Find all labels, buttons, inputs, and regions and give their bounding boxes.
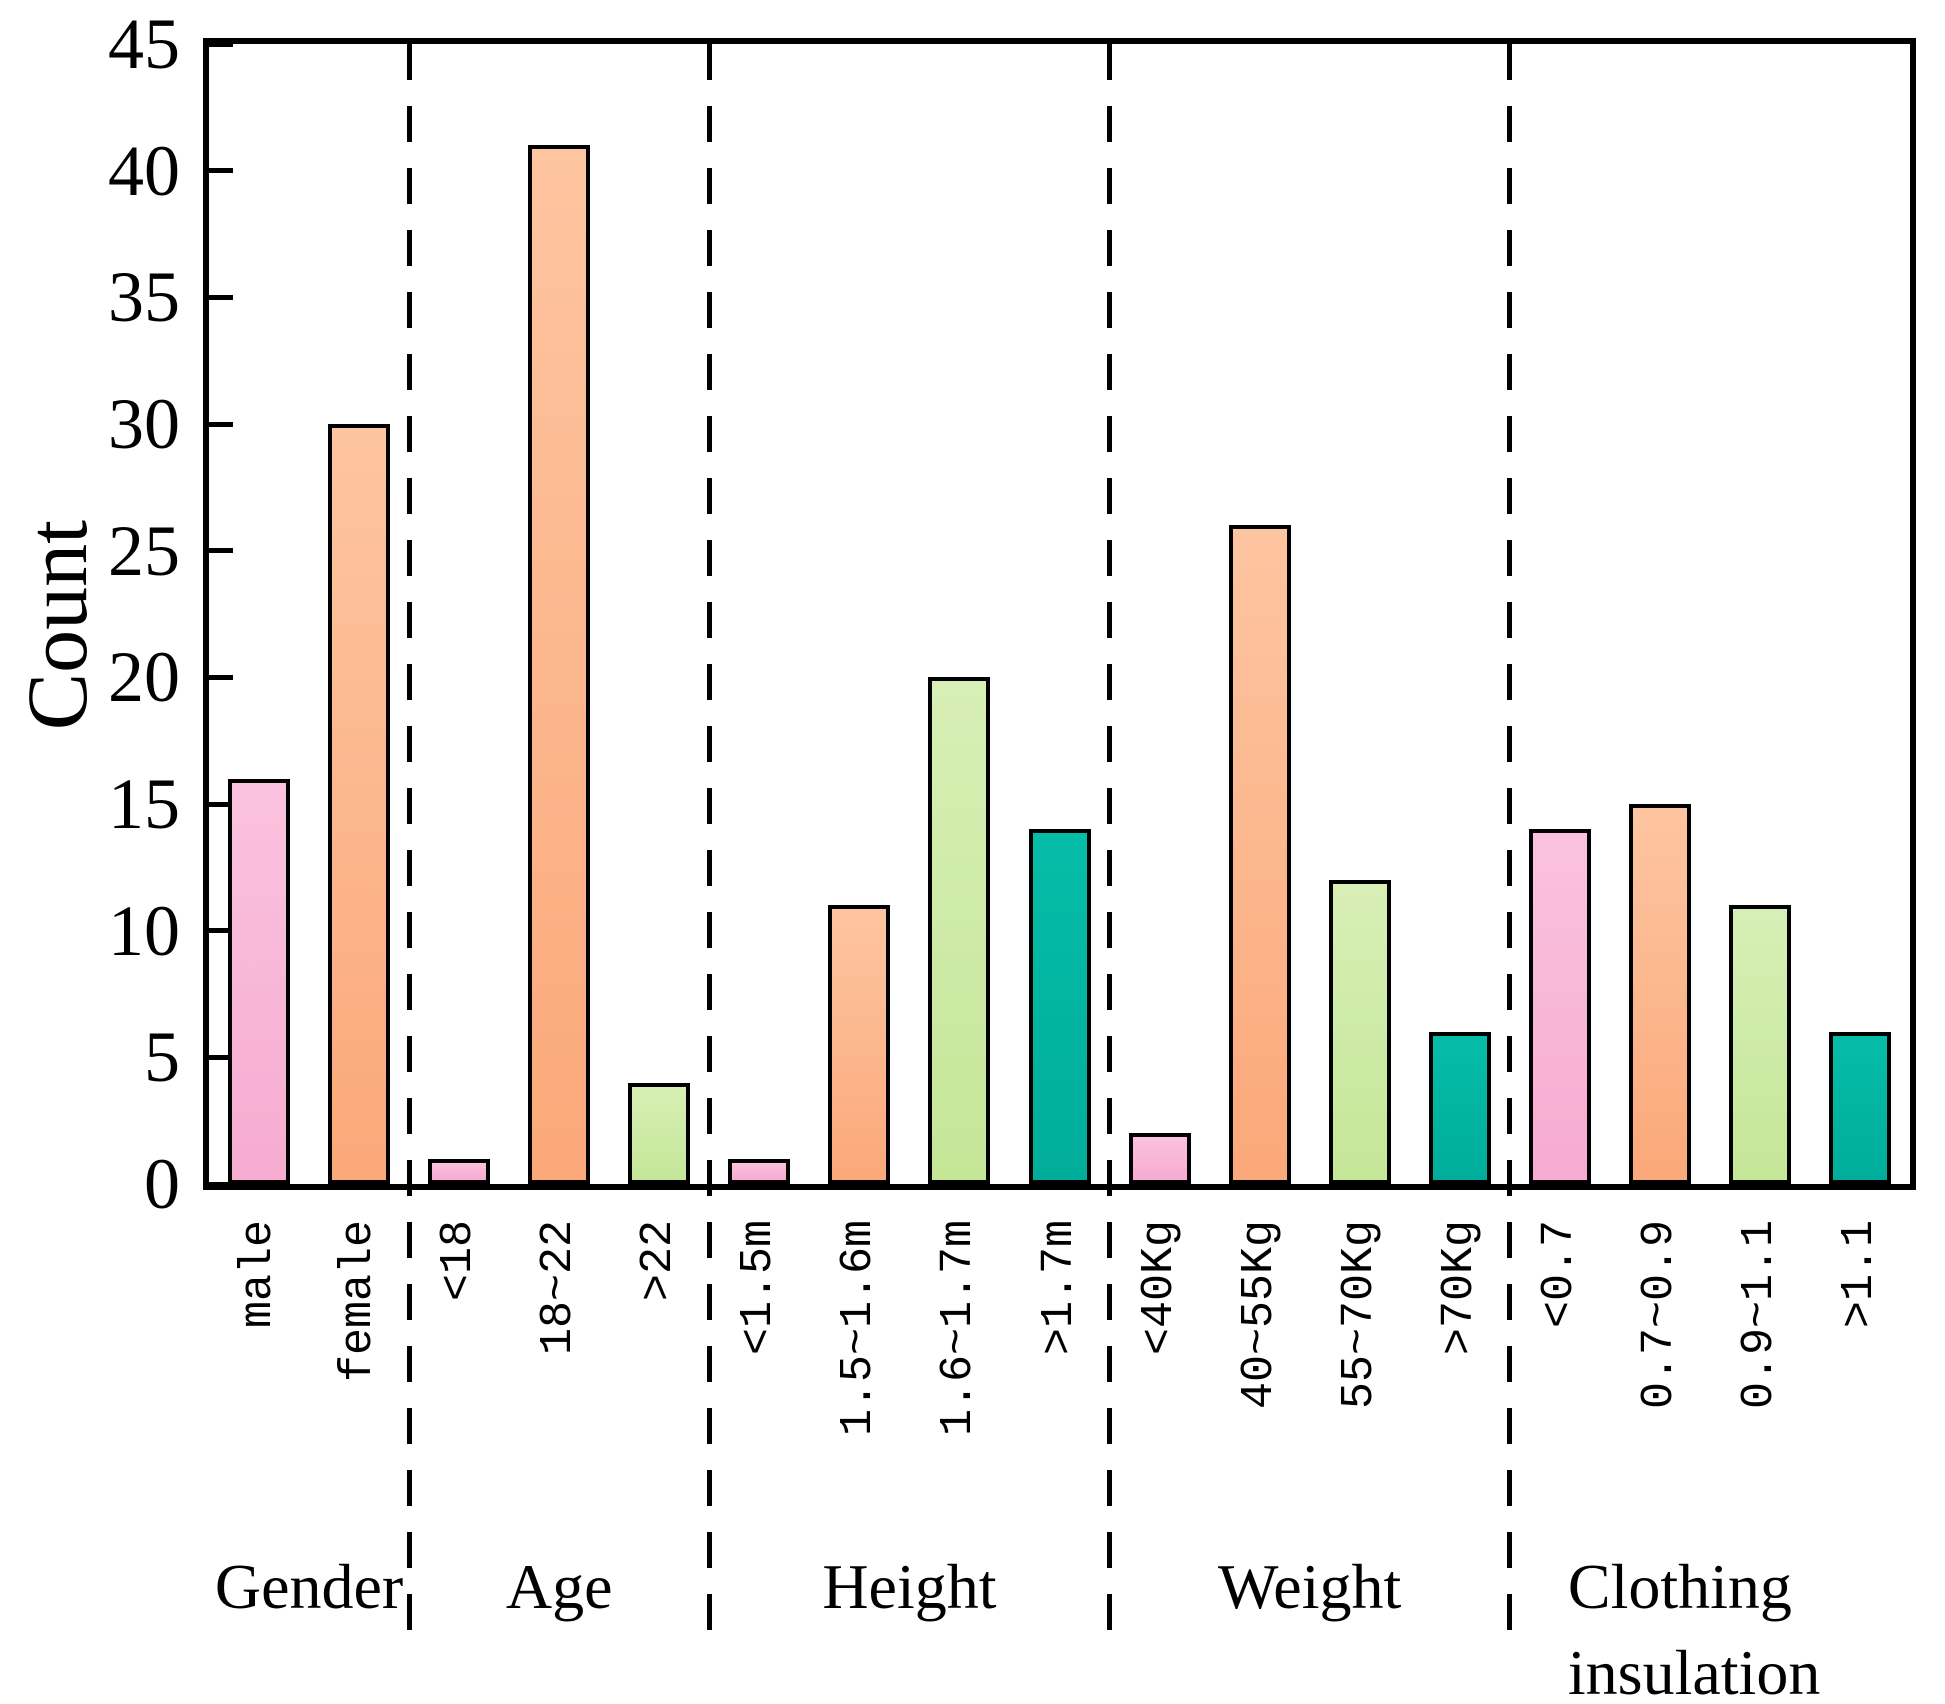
x-tick-label-18-22: 18~22 bbox=[533, 1220, 585, 1356]
bar-22 bbox=[628, 1082, 691, 1184]
group-separator-2 bbox=[706, 44, 712, 1640]
group-separator-4 bbox=[1507, 44, 1513, 1640]
group-separator-3 bbox=[1107, 44, 1113, 1640]
x-tick-label-0-7-0-9: 0.7~0.9 bbox=[1633, 1220, 1685, 1410]
y-tick-mark-10 bbox=[209, 928, 233, 934]
bar-1-7m bbox=[1028, 829, 1091, 1184]
y-tick-label-10: 10 bbox=[108, 890, 180, 971]
x-tick-label-55-70kg: 55~70Kg bbox=[1333, 1220, 1385, 1410]
bar-0-7 bbox=[1528, 829, 1591, 1184]
y-tick-mark-35 bbox=[209, 294, 233, 300]
y-tick-label-30: 30 bbox=[108, 384, 180, 464]
x-tick-label-0-7: <0.7 bbox=[1533, 1220, 1585, 1329]
y-tick-mark-20 bbox=[209, 674, 233, 680]
y-tick-label-5: 5 bbox=[144, 1017, 180, 1098]
bar-55-70kg bbox=[1328, 880, 1391, 1184]
x-tick-label-1-5m: <1.5m bbox=[733, 1220, 785, 1356]
x-tick-label-1-7m: >1.7m bbox=[1033, 1220, 1085, 1356]
y-tick-label-15: 15 bbox=[108, 764, 180, 844]
bar-1-6-1-7m bbox=[928, 677, 991, 1184]
x-tick-label-female: female bbox=[333, 1220, 385, 1383]
x-tick-label-male: male bbox=[233, 1220, 285, 1329]
x-tick-label-1-1: >1.1 bbox=[1834, 1220, 1886, 1329]
y-tick-mark-30 bbox=[209, 421, 233, 427]
bar-male bbox=[228, 778, 291, 1184]
y-tick-mark-0 bbox=[209, 1181, 233, 1187]
y-tick-label-40: 40 bbox=[108, 130, 180, 211]
y-tick-label-25: 25 bbox=[108, 510, 180, 591]
y-tick-mark-40 bbox=[209, 168, 233, 174]
plot-frame bbox=[203, 38, 1916, 1190]
x-tick-label-18: <18 bbox=[433, 1220, 485, 1302]
x-tick-label-70kg: >70Kg bbox=[1433, 1220, 1485, 1356]
x-tick-label-22: >22 bbox=[633, 1220, 685, 1302]
bar-70kg bbox=[1428, 1032, 1491, 1184]
bar-0-7-0-9 bbox=[1628, 804, 1691, 1184]
y-tick-mark-5 bbox=[209, 1054, 233, 1060]
group-label-age: Age bbox=[505, 1551, 613, 1622]
group-label-gender: Gender bbox=[214, 1551, 404, 1622]
bar-1-5-1-6m bbox=[828, 905, 891, 1184]
bar-18-22 bbox=[528, 145, 591, 1184]
x-tick-label-40kg: <40Kg bbox=[1133, 1220, 1185, 1356]
group-separator-1 bbox=[406, 44, 412, 1640]
y-tick-label-20: 20 bbox=[108, 637, 180, 718]
bar-1-5m bbox=[728, 1158, 791, 1184]
y-tick-mark-25 bbox=[209, 548, 233, 554]
x-tick-label-1-5-1-6m: 1.5~1.6m bbox=[833, 1220, 885, 1437]
bar-0-9-1-1 bbox=[1728, 905, 1791, 1184]
y-tick-label-35: 35 bbox=[108, 257, 180, 338]
y-tick-label-0: 0 bbox=[144, 1144, 180, 1224]
group-label-weight: Weight bbox=[1218, 1551, 1402, 1622]
x-tick-label-1-6-1-7m: 1.6~1.7m bbox=[933, 1220, 985, 1437]
bar-1-1 bbox=[1828, 1032, 1891, 1184]
x-tick-label-40-55kg: 40~55Kg bbox=[1233, 1220, 1285, 1410]
group-label-height: Height bbox=[822, 1551, 997, 1622]
bar-40-55kg bbox=[1228, 525, 1291, 1184]
bar-female bbox=[328, 424, 391, 1184]
bar-18 bbox=[428, 1158, 491, 1184]
y-tick-mark-45 bbox=[209, 41, 233, 47]
bar-40kg bbox=[1128, 1133, 1191, 1184]
group-label-clothing-insulation: Clothing insulation bbox=[1567, 1551, 1821, 1704]
x-tick-label-0-9-1-1: 0.9~1.1 bbox=[1734, 1220, 1786, 1410]
y-tick-mark-15 bbox=[209, 801, 233, 807]
y-tick-label-45: 45 bbox=[108, 4, 180, 84]
